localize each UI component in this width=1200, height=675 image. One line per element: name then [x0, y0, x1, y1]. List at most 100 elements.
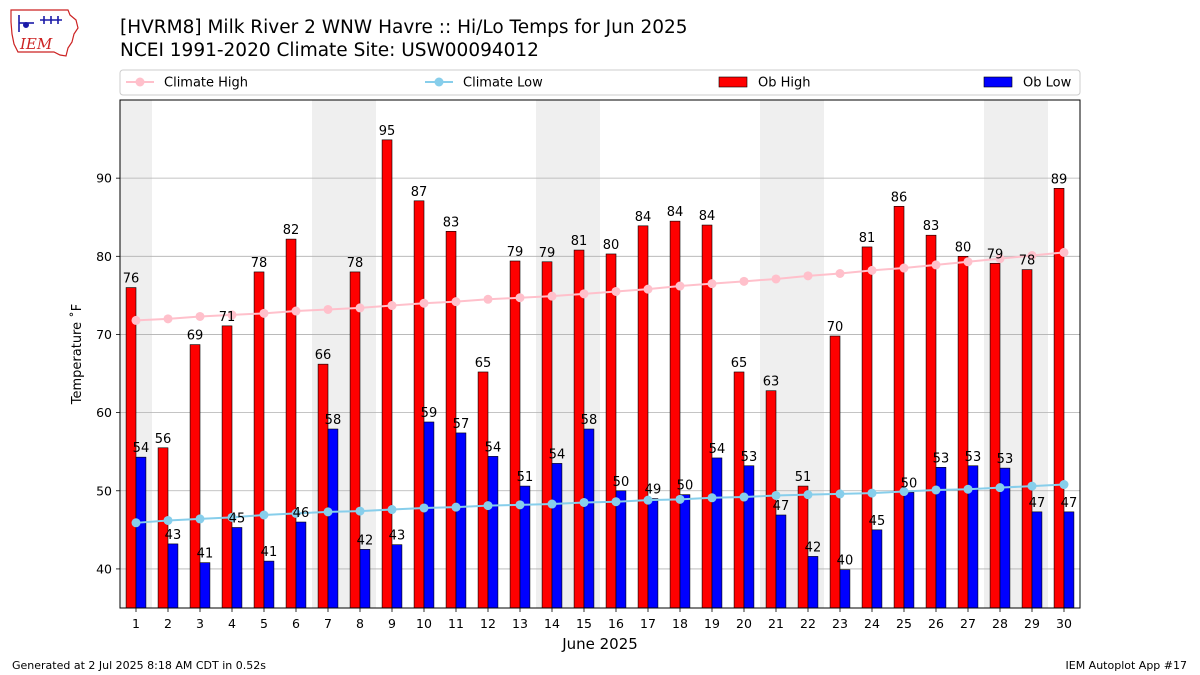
x-tick-label: 5 [260, 616, 268, 631]
ob-low-label: 54 [709, 442, 726, 457]
x-tick-label: 8 [356, 616, 364, 631]
climate-low-point [419, 503, 429, 513]
ob-high-label: 83 [923, 219, 940, 234]
climate-low-point [323, 507, 333, 517]
ob-high-bar [957, 256, 969, 609]
climate-low-point [611, 497, 621, 507]
ob-high-bar [733, 371, 745, 609]
climate-low-point [771, 490, 781, 500]
ob-low-bar [359, 549, 371, 609]
ob-low-label: 59 [421, 406, 438, 421]
legend-climate-high-label: Climate High [164, 76, 248, 91]
ob-low-label: 40 [837, 554, 854, 569]
ob-low-bar [455, 432, 467, 609]
ob-low-label: 45 [229, 512, 246, 527]
legend-ob-high-label: Ob High [758, 76, 811, 91]
climate-high-point [291, 306, 301, 316]
ob-high-label: 56 [155, 432, 172, 447]
ob-low-bar [423, 421, 435, 609]
ob-high-bar [605, 253, 617, 609]
climate-high-point [195, 311, 205, 321]
climate-low-point [739, 492, 749, 502]
ob-high-label: 78 [1019, 254, 1036, 269]
x-tick-label: 20 [736, 616, 752, 631]
ob-low-bar [903, 492, 915, 609]
climate-high-point [931, 260, 941, 270]
x-tick-label: 12 [480, 616, 496, 631]
ob-high-label: 78 [251, 256, 268, 271]
ob-high-bar [541, 261, 553, 609]
climate-high-point [451, 297, 461, 307]
y-axis-label: Temperature ˚F [69, 304, 85, 405]
ob-high-label: 65 [731, 356, 748, 371]
climate-high-point [387, 301, 397, 311]
ob-high-bar [285, 238, 297, 609]
climate-low-point [803, 490, 813, 500]
climate-high-point [259, 308, 269, 318]
climate-high-point [739, 276, 749, 286]
ob-low-label: 58 [325, 413, 342, 428]
x-tick-label: 13 [512, 616, 528, 631]
ob-high-label: 86 [891, 190, 908, 205]
ob-high-label: 76 [123, 272, 140, 287]
ob-high-bar [1021, 269, 1033, 609]
ob-low-label: 51 [517, 470, 534, 485]
climate-high-point [515, 293, 525, 303]
x-tick-label: 29 [1024, 616, 1040, 631]
ob-low-bar [1063, 511, 1075, 609]
climate-low-point [867, 488, 877, 498]
climate-low-point [387, 505, 397, 515]
ob-low-label: 49 [645, 483, 662, 498]
x-tick-label: 2 [164, 616, 172, 631]
climate-high-point [131, 315, 141, 325]
climate-low-point [1059, 480, 1069, 490]
climate-high-point [483, 294, 493, 304]
climate-low-point [643, 495, 653, 505]
ob-high-bar [637, 225, 649, 609]
ob-low-bar [871, 529, 883, 609]
ob-high-bar [989, 263, 1001, 609]
ob-low-bar [839, 569, 851, 609]
ob-low-label: 45 [869, 514, 886, 529]
ob-high-bar [669, 220, 681, 609]
climate-low-point [259, 510, 269, 520]
climate-high-point [707, 279, 717, 289]
climate-high-point [323, 304, 333, 314]
ob-low-label: 50 [613, 475, 630, 490]
generated-timestamp: Generated at 2 Jul 2025 8:18 AM CDT in 0… [12, 659, 266, 672]
ob-low-label: 47 [1061, 496, 1078, 511]
ob-high-label: 51 [795, 470, 812, 485]
ob-low-label: 58 [581, 413, 598, 428]
ob-high-label: 81 [859, 231, 876, 246]
ob-low-bar [199, 562, 211, 609]
ob-high-label: 81 [571, 234, 588, 249]
ob-high-label: 80 [603, 238, 620, 253]
x-tick-label: 18 [672, 616, 688, 631]
x-tick-label: 7 [324, 616, 332, 631]
climate-high-point [675, 281, 685, 291]
ob-low-label: 53 [965, 450, 982, 465]
x-tick-label: 26 [928, 616, 944, 631]
ob-low-label: 54 [133, 441, 150, 456]
x-tick-label: 3 [196, 616, 204, 631]
climate-low-point [707, 493, 717, 503]
climate-low-point [131, 518, 141, 528]
y-tick-label: 60 [96, 405, 112, 420]
ob-high-bar [477, 371, 489, 609]
ob-high-label: 70 [827, 320, 844, 335]
x-tick-label: 22 [800, 616, 816, 631]
ob-high-label: 71 [219, 310, 236, 325]
ob-low-label: 47 [1029, 496, 1046, 511]
ob-high-label: 65 [475, 356, 492, 371]
x-tick-label: 19 [704, 616, 720, 631]
logo-text: IEM [19, 35, 53, 53]
ob-low-label: 53 [741, 450, 758, 465]
x-tick-label: 6 [292, 616, 300, 631]
climate-high-point [963, 257, 973, 267]
x-tick-label: 4 [228, 616, 236, 631]
climate-low-point [515, 500, 525, 510]
ob-low-label: 53 [997, 452, 1014, 467]
legend-climate-low-label: Climate Low [463, 76, 543, 91]
ob-high-label: 80 [955, 240, 972, 255]
